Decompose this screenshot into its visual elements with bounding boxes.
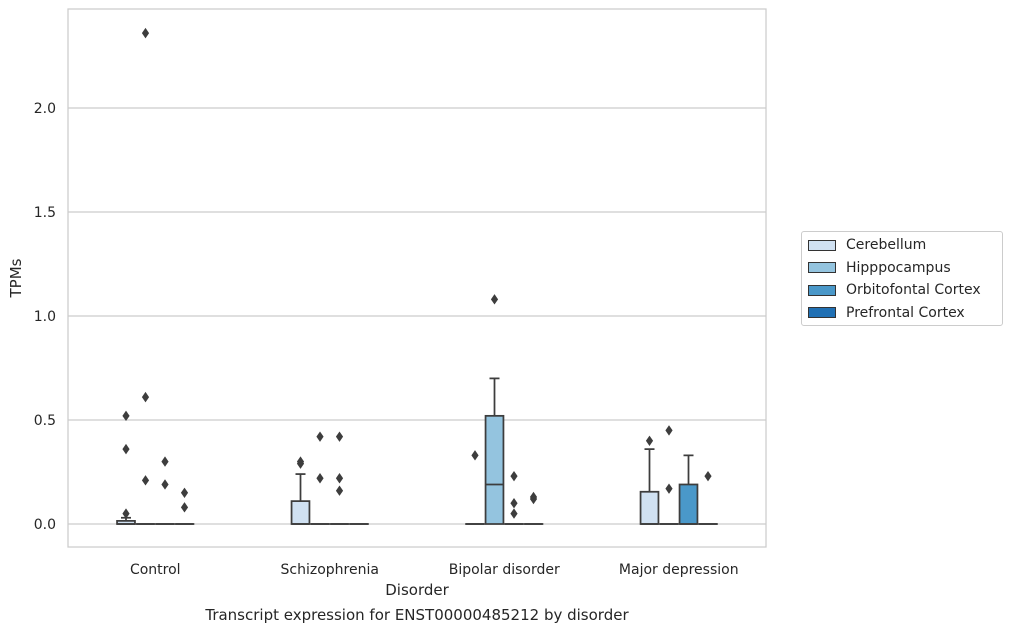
box-cerebellum [639,435,660,525]
box-body [290,500,311,525]
legend-swatch [808,262,836,273]
outlier-point [335,431,344,442]
outlier-point [180,487,189,498]
outlier-point [122,410,130,422]
outlier-point [704,470,712,482]
box-orbitofontal-cortex [678,454,699,525]
y-tick-label: 2.0 [34,101,56,117]
outlier-point [529,491,538,503]
outlier-point [316,473,324,484]
y-tick-label: 1.5 [34,205,56,221]
outlier-point [316,431,324,442]
outlier-point [335,485,344,496]
legend-swatch [808,239,836,251]
x-axis-label: Disorder [385,581,449,599]
gridlines [68,107,766,525]
figure-caption: Transcript expression for ENST0000048521… [205,606,629,624]
legend-label: Cerebellum [846,237,927,253]
outlier-point [180,502,189,513]
plot-frame [67,8,767,548]
x-tick-label: Control [130,562,181,578]
boxes [116,27,718,525]
outlier-point [645,435,654,446]
y-tick-label: 0.5 [34,413,56,429]
box-hipppocampus [484,294,505,525]
box-prefrontal-cortex [523,491,544,525]
legend-item: Orbitofontal Cortex [808,281,981,299]
box-orbitofontal-cortex [155,456,175,525]
legend-item: Cerebellum [808,236,926,254]
outlier-point [665,425,673,436]
legend-label: Hipppocampus [846,259,951,276]
outlier-point [161,456,169,467]
box-body [678,483,699,525]
box-cerebellum [290,456,311,525]
outlier-point [141,475,150,486]
legend-swatch [808,284,836,296]
outlier-point [471,450,479,461]
legend-label: Prefrontal Cortex [846,304,965,321]
outlier-point [490,294,499,305]
outlier-point [122,443,130,455]
box-cerebellum [465,450,485,525]
legend-label: Orbitofontal Cortex [846,282,981,298]
x-tick-label: Bipolar disorder [449,562,560,578]
box-hipppocampus [310,431,330,525]
outlier-point [122,508,130,519]
x-tick-label: Schizophrenia [281,562,379,578]
y-tick-label: 1.0 [34,309,56,325]
tick-labels: 0.0 0.5 1.0 1.5 2.0 Control Schizophrenia Bipol… [34,101,739,578]
box-body [639,490,660,525]
box-hipppocampus [135,27,156,525]
outlier-point [665,483,673,494]
box-orbitofontal-cortex [504,470,524,525]
outlier-point [161,479,169,490]
outlier-point [510,508,518,519]
box-prefrontal-cortex [174,487,195,525]
outlier-point [296,456,305,467]
y-tick-label: 0.0 [34,517,56,533]
box-orbitofontal-cortex [329,431,350,525]
y-axis-label: TPMs [7,258,25,298]
outlier-point [141,391,150,403]
legend-swatch [808,307,836,318]
x-tick-label: Major depression [619,562,739,578]
legend: Cerebellum Hipppocampus Orbitofontal Corte… [801,231,1003,326]
legend-item: Prefrontal Cortex [808,304,965,322]
box-hipppocampus [659,425,679,525]
outlier-point [335,473,344,484]
box-prefrontal-cortex [698,470,718,525]
outlier-point [141,27,150,39]
outlier-point [510,498,518,509]
outlier-point [510,470,518,482]
box-body [484,414,505,525]
box-cerebellum [116,410,136,525]
legend-item: Hipppocampus [808,259,951,277]
